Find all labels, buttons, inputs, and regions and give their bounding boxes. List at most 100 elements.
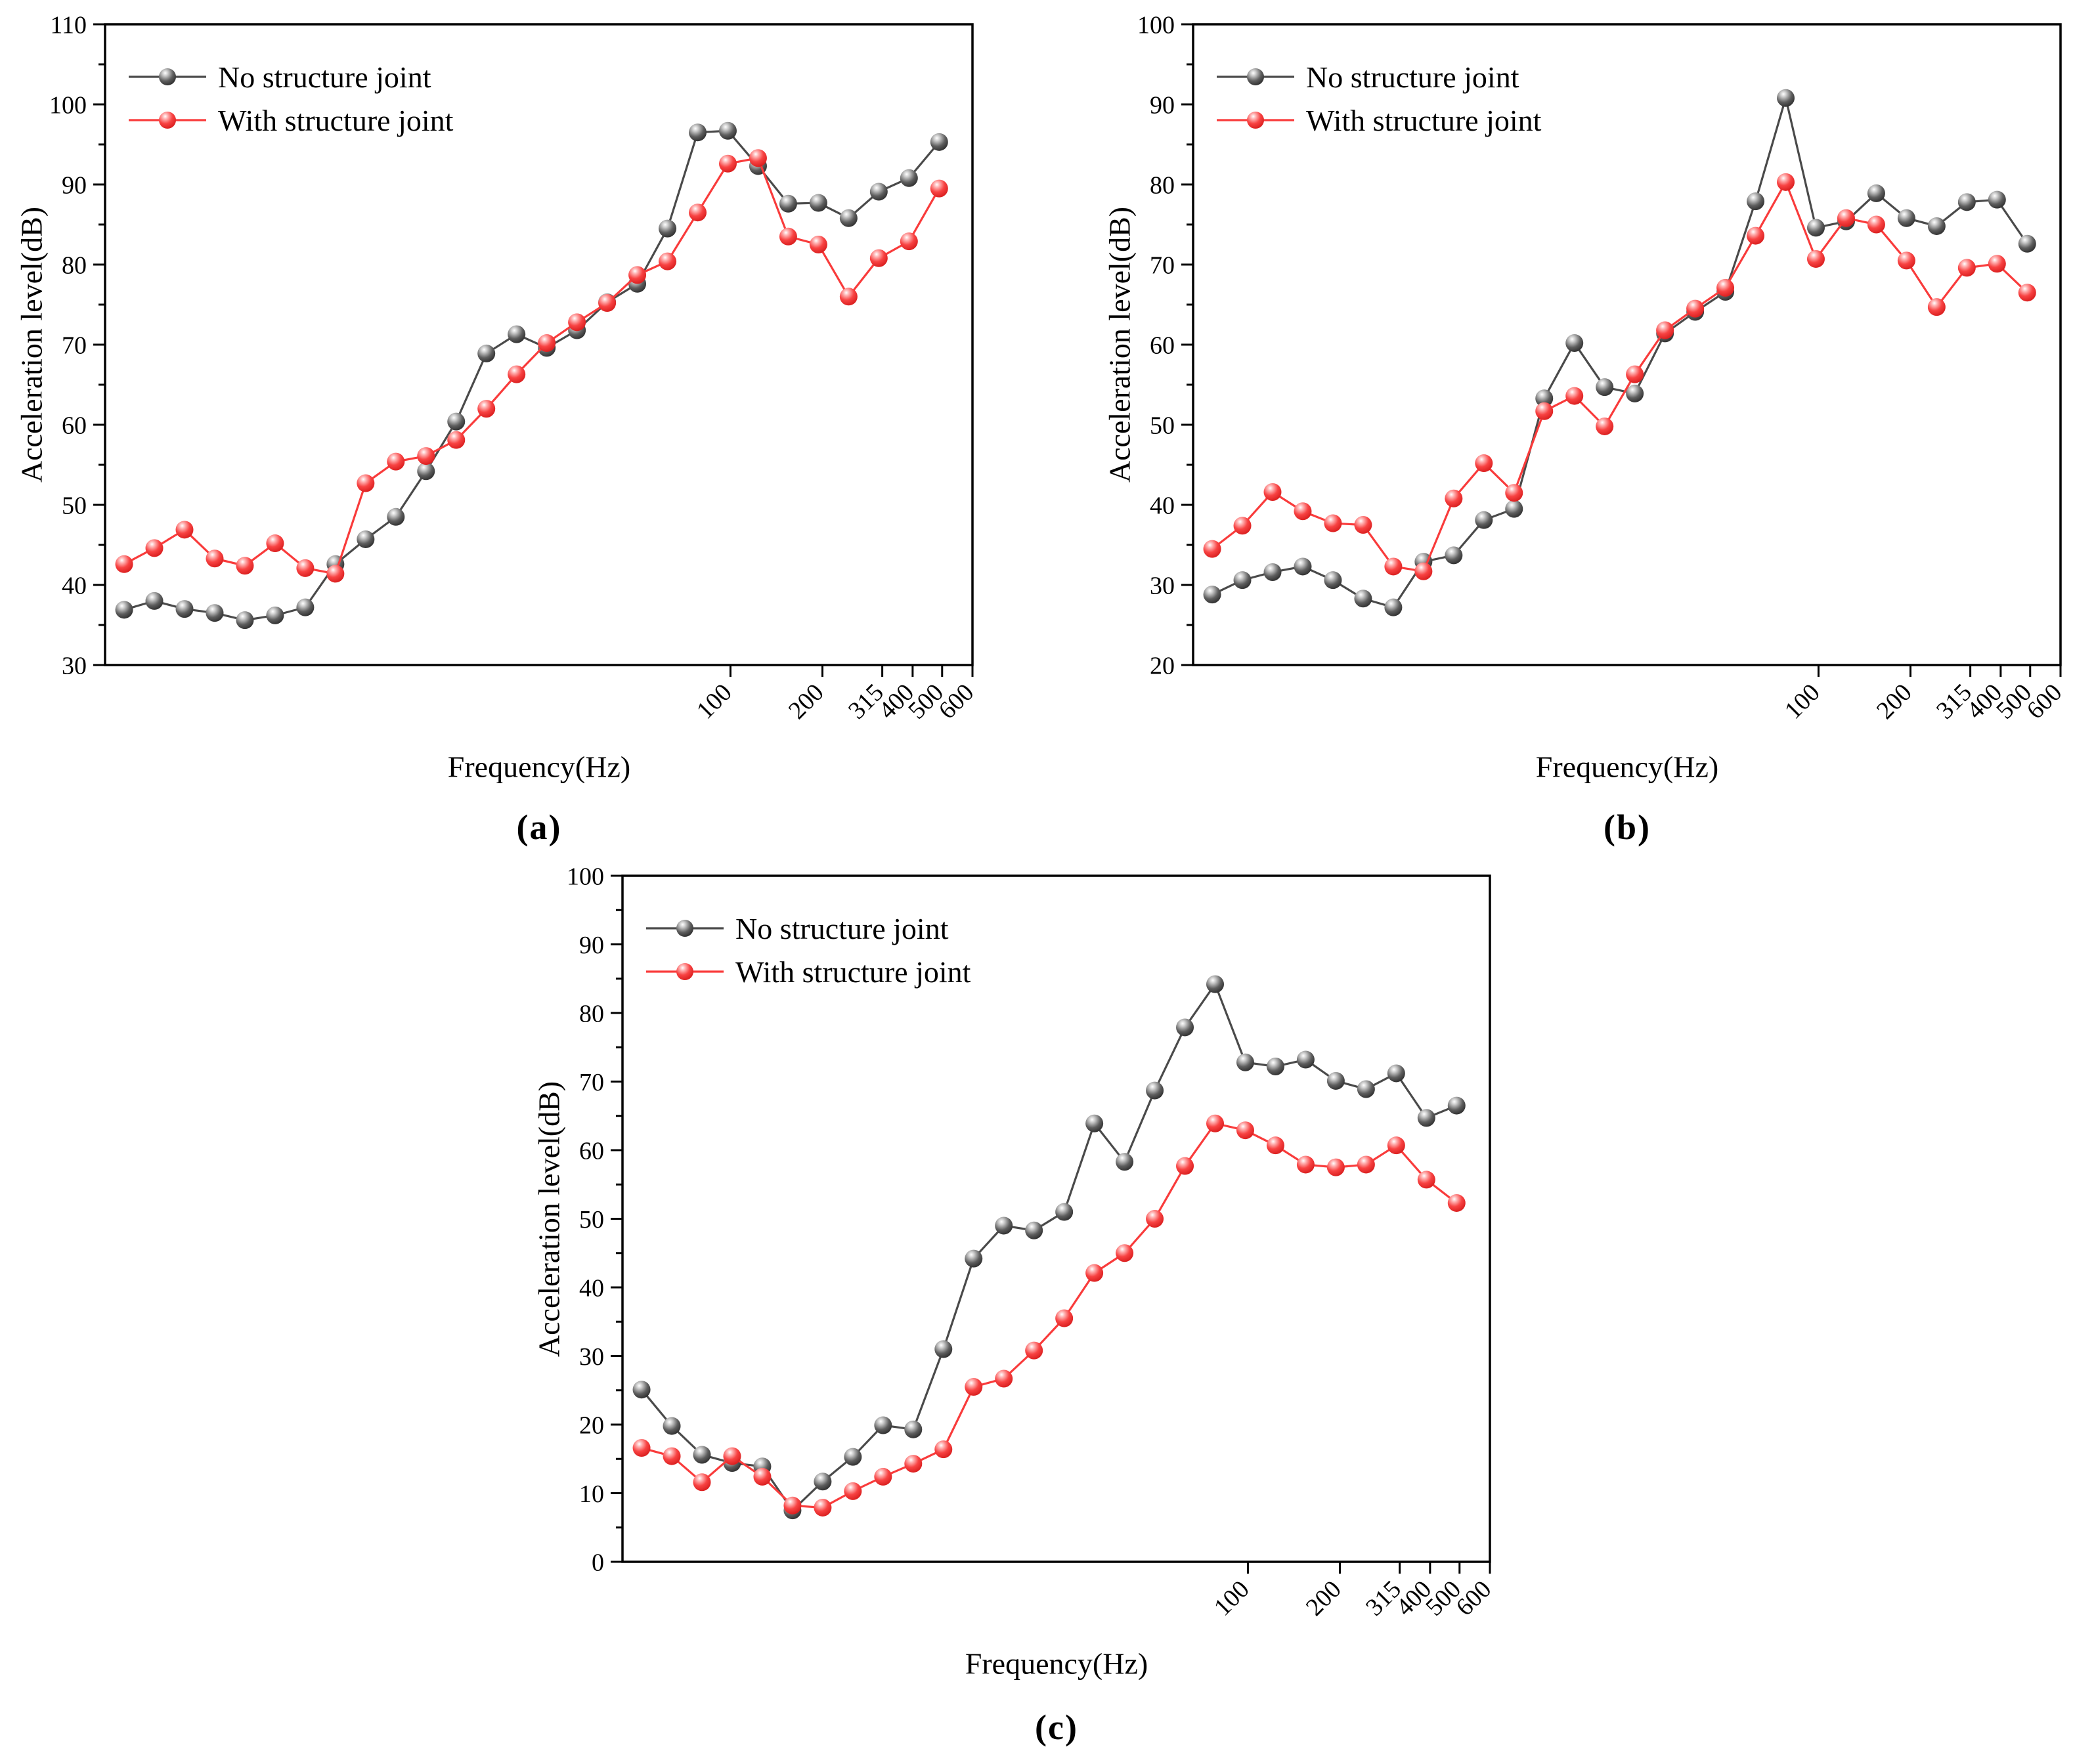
data-point-marker bbox=[568, 313, 586, 332]
chart-panel-c: 0 10 20 30 40 50 60 70 80 90 100 100 200 315 400 500 600… bbox=[517, 851, 1568, 1764]
data-point-marker bbox=[1777, 173, 1795, 191]
data-point-marker bbox=[417, 462, 435, 481]
data-point-marker bbox=[1988, 255, 2006, 273]
legend: No structure joint With structure joint bbox=[1217, 60, 1542, 137]
data-point-marker bbox=[718, 121, 737, 140]
y-tick-label: 100 bbox=[1137, 11, 1175, 39]
legend-marker-gray-sphere bbox=[159, 68, 176, 85]
data-point-marker bbox=[1716, 278, 1735, 297]
data-point-marker bbox=[628, 266, 647, 284]
data-point-marker bbox=[809, 236, 827, 253]
series-markers-with-joint bbox=[1203, 173, 2036, 580]
data-point-marker bbox=[1146, 1210, 1164, 1228]
data-point-marker bbox=[779, 194, 797, 213]
data-point-marker bbox=[1176, 1018, 1194, 1037]
x-axis-title-b: Frequency(Hz) bbox=[1535, 750, 1719, 784]
data-point-marker bbox=[1263, 563, 1282, 581]
data-point-marker bbox=[1294, 502, 1312, 521]
data-point-marker bbox=[1357, 1155, 1375, 1174]
data-point-marker bbox=[1957, 193, 1976, 211]
data-point-marker bbox=[1988, 190, 2006, 209]
y-tick-label: 60 bbox=[579, 1137, 604, 1165]
data-point-marker bbox=[1447, 1096, 1466, 1115]
data-point-marker bbox=[663, 1447, 681, 1465]
data-point-marker bbox=[477, 400, 496, 418]
y-tick-label: 50 bbox=[579, 1206, 604, 1234]
data-point-marker bbox=[1326, 1158, 1345, 1176]
data-point-marker bbox=[477, 344, 496, 362]
legend: No structure joint With structure joint bbox=[129, 60, 454, 137]
data-point-marker bbox=[236, 557, 254, 575]
y-tick-label: 40 bbox=[1150, 492, 1175, 519]
data-point-marker bbox=[1236, 1121, 1254, 1140]
legend-marker-red-sphere bbox=[1247, 112, 1264, 129]
y-axis-title-b: Acceleration level(dB) bbox=[1102, 206, 1137, 483]
data-point-marker bbox=[1116, 1244, 1134, 1262]
data-point-marker bbox=[965, 1249, 983, 1268]
data-point-marker bbox=[1384, 598, 1403, 616]
legend-label: No structure joint bbox=[1306, 60, 1519, 94]
data-point-marker bbox=[1447, 1194, 1466, 1212]
data-point-marker bbox=[1596, 417, 1614, 435]
y-tick-label: 10 bbox=[579, 1480, 604, 1508]
data-point-marker bbox=[1897, 209, 1915, 227]
data-point-marker bbox=[1236, 1053, 1254, 1071]
data-point-marker bbox=[115, 601, 133, 619]
data-point-marker bbox=[508, 325, 526, 343]
data-point-marker bbox=[357, 530, 375, 548]
data-point-marker bbox=[266, 606, 284, 624]
data-point-marker bbox=[1203, 586, 1221, 604]
series-markers-no-joint bbox=[632, 975, 1466, 1520]
chart-panel-b: 20 30 40 50 60 70 80 90 100 100 200 315 400 500 600 No … bbox=[1088, 0, 2073, 851]
data-point-marker bbox=[1085, 1264, 1104, 1282]
data-point-marker bbox=[145, 592, 164, 610]
data-point-marker bbox=[1354, 590, 1372, 608]
legend-marker-gray-sphere bbox=[1247, 68, 1264, 85]
series-line-with-joint bbox=[123, 156, 940, 575]
data-point-marker bbox=[1505, 484, 1523, 502]
data-point-marker bbox=[387, 452, 405, 471]
data-point-marker bbox=[1055, 1309, 1074, 1327]
data-point-marker bbox=[538, 334, 556, 353]
data-point-marker bbox=[1417, 1109, 1435, 1127]
data-point-marker bbox=[1233, 571, 1252, 590]
data-point-marker bbox=[783, 1496, 802, 1515]
y-tick-label: 80 bbox=[62, 251, 87, 279]
data-point-marker bbox=[1266, 1136, 1284, 1155]
x-tick-label: 100 bbox=[1209, 1576, 1255, 1622]
legend-label: With structure joint bbox=[1306, 104, 1542, 137]
data-point-marker bbox=[1296, 1050, 1315, 1069]
data-point-marker bbox=[1686, 299, 1705, 318]
data-point-marker bbox=[296, 598, 315, 616]
data-point-marker bbox=[1055, 1203, 1074, 1221]
data-point-marker bbox=[206, 549, 224, 568]
data-point-marker bbox=[809, 194, 827, 212]
data-point-marker bbox=[1414, 562, 1433, 580]
y-tick-label: 60 bbox=[62, 412, 87, 439]
data-point-marker bbox=[1266, 1058, 1284, 1076]
legend-label: With structure joint bbox=[218, 104, 454, 137]
data-point-marker bbox=[814, 1473, 832, 1491]
chart-panel-a: 30 40 50 60 70 80 90 100 110 100 200 315 400 500 600 No… bbox=[0, 0, 1051, 851]
data-point-marker bbox=[749, 149, 767, 167]
data-point-marker bbox=[1326, 1071, 1345, 1090]
legend-label: No structure joint bbox=[735, 912, 949, 945]
x-tick-label: 200 bbox=[1871, 679, 1917, 725]
data-point-marker bbox=[904, 1455, 923, 1473]
y-axis-title-a: Acceleration level(dB) bbox=[14, 206, 49, 483]
data-point-marker bbox=[689, 204, 707, 222]
data-point-marker bbox=[1357, 1080, 1375, 1098]
data-point-marker bbox=[1384, 557, 1403, 576]
data-point-marker bbox=[1263, 483, 1282, 501]
y-tick-label: 100 bbox=[49, 91, 87, 119]
data-point-marker bbox=[1296, 1155, 1315, 1174]
data-point-marker bbox=[965, 1378, 983, 1396]
data-point-marker bbox=[753, 1467, 772, 1486]
legend-label: With structure joint bbox=[735, 955, 971, 989]
data-point-marker bbox=[1387, 1064, 1405, 1083]
x-tick-label: 600 bbox=[1451, 1576, 1496, 1622]
